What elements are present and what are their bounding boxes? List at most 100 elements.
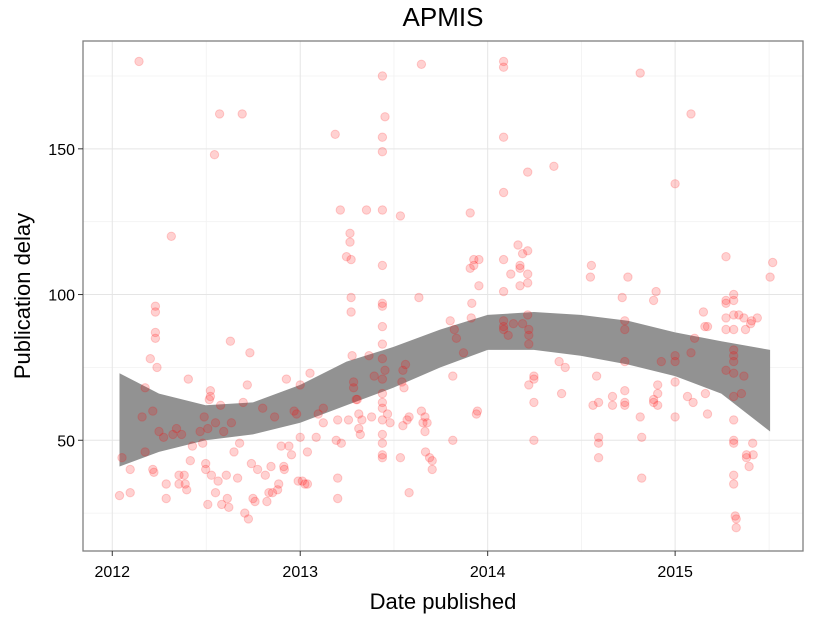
data-point bbox=[765, 272, 775, 282]
data-point bbox=[744, 461, 754, 472]
data-point bbox=[206, 470, 217, 480]
data-point bbox=[593, 397, 604, 408]
data-point bbox=[182, 485, 192, 495]
data-point bbox=[224, 502, 234, 512]
data-point bbox=[203, 499, 213, 510]
data-point bbox=[620, 386, 630, 396]
data-point bbox=[158, 432, 169, 442]
data-point bbox=[471, 409, 482, 419]
data-point bbox=[398, 421, 408, 431]
x-tick-label: 2013 bbox=[282, 564, 318, 581]
data-point bbox=[185, 456, 196, 466]
data-point bbox=[466, 313, 476, 323]
data-point bbox=[377, 429, 388, 440]
data-point bbox=[302, 479, 313, 489]
data-point bbox=[125, 464, 135, 475]
data-point bbox=[258, 403, 268, 413]
data-point bbox=[593, 453, 604, 463]
data-point bbox=[352, 394, 362, 405]
y-axis-title: Publication delay bbox=[10, 213, 35, 379]
data-point bbox=[739, 313, 749, 323]
data-point bbox=[333, 473, 343, 483]
data-point bbox=[474, 254, 484, 265]
data-point bbox=[154, 426, 164, 437]
data-point bbox=[524, 324, 534, 335]
x-axis: 2012 2013 2014 2015 bbox=[94, 551, 693, 581]
data-point bbox=[336, 438, 346, 448]
data-point bbox=[187, 441, 198, 451]
data-point bbox=[620, 397, 630, 408]
data-point bbox=[458, 348, 469, 358]
data-point bbox=[264, 488, 274, 498]
data-point bbox=[346, 307, 356, 317]
data-point bbox=[137, 412, 147, 422]
data-point bbox=[210, 418, 221, 428]
y-tick-label: 100 bbox=[48, 288, 75, 305]
data-point bbox=[245, 348, 255, 358]
data-point bbox=[318, 418, 328, 428]
data-point bbox=[347, 351, 357, 361]
data-point bbox=[150, 333, 161, 343]
y-axis: 50 100 150 bbox=[48, 142, 83, 450]
data-point bbox=[380, 365, 390, 375]
data-point bbox=[252, 464, 263, 475]
data-point bbox=[148, 464, 158, 475]
data-point bbox=[279, 461, 289, 472]
data-point bbox=[179, 470, 189, 480]
data-point bbox=[529, 374, 539, 384]
data-point bbox=[731, 523, 741, 533]
data-point bbox=[670, 377, 680, 387]
data-point bbox=[385, 418, 395, 428]
data-point bbox=[260, 470, 270, 480]
data-point bbox=[395, 453, 406, 463]
data-point bbox=[498, 321, 509, 332]
data-point bbox=[234, 438, 245, 448]
data-point bbox=[503, 330, 513, 340]
data-point bbox=[591, 371, 602, 381]
data-point bbox=[222, 493, 233, 504]
data-point bbox=[217, 499, 227, 510]
data-point bbox=[617, 292, 627, 303]
data-point bbox=[330, 129, 340, 140]
data-point bbox=[420, 426, 430, 437]
data-point bbox=[377, 354, 388, 364]
data-point bbox=[150, 301, 161, 311]
data-point bbox=[529, 435, 539, 445]
data-point bbox=[404, 412, 414, 422]
data-point bbox=[209, 150, 220, 160]
data-point bbox=[205, 391, 216, 402]
data-point bbox=[214, 109, 225, 119]
data-point bbox=[729, 289, 739, 300]
data-point bbox=[377, 301, 388, 311]
data-point bbox=[237, 109, 247, 119]
data-point bbox=[498, 56, 509, 67]
data-point bbox=[125, 488, 135, 498]
data-point bbox=[768, 257, 778, 268]
data-point bbox=[269, 412, 280, 422]
data-point bbox=[345, 237, 355, 247]
data-points bbox=[114, 56, 778, 533]
data-point bbox=[262, 496, 272, 507]
data-point bbox=[346, 254, 356, 265]
data-point bbox=[523, 310, 533, 320]
data-point bbox=[523, 278, 533, 288]
data-point bbox=[243, 514, 254, 524]
data-point bbox=[297, 476, 307, 486]
x-tick-label: 2014 bbox=[470, 564, 506, 581]
data-point bbox=[729, 356, 739, 367]
data-point bbox=[593, 438, 604, 448]
data-point bbox=[343, 415, 354, 425]
data-point bbox=[448, 435, 458, 445]
data-point bbox=[395, 211, 406, 221]
data-point bbox=[508, 319, 519, 329]
data-point bbox=[498, 324, 509, 335]
data-point bbox=[752, 313, 762, 323]
data-point bbox=[427, 456, 437, 466]
data-point bbox=[465, 208, 475, 218]
data-point bbox=[498, 187, 509, 198]
data-point bbox=[300, 479, 310, 489]
data-point bbox=[730, 511, 740, 521]
data-point bbox=[117, 453, 127, 463]
data-point bbox=[586, 260, 597, 271]
data-point bbox=[689, 333, 700, 343]
